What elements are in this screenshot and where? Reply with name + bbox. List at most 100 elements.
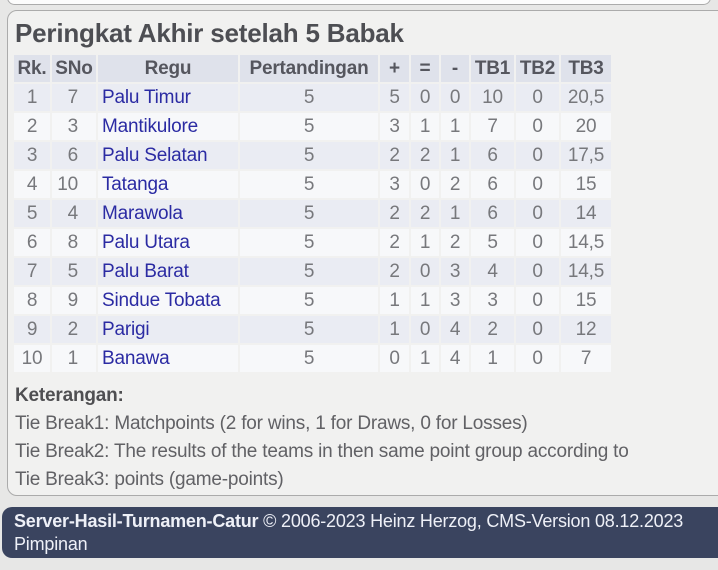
col-header-tb3: TB3 [561,55,611,82]
col-header-rank: Rk. [14,55,50,82]
table-row: 8 9 Sindue Tobata 5 1 1 3 3 0 15 [14,287,611,314]
table-body: 1 7 Palu Timur 5 5 0 0 10 0 20,5 2 3 Man… [14,84,611,372]
tb2-cell: 0 [516,287,559,314]
wins-cell: 1 [380,316,409,343]
col-header-tb2: TB2 [516,55,559,82]
tb2-cell: 0 [516,229,559,256]
rank-cell: 10 [14,345,50,372]
wins-cell: 3 [380,113,409,140]
footer-line1: Server-Hasil-Turnamen-Catur © 2006-2023 … [14,510,718,533]
col-header-startno: SNo [52,55,96,82]
wins-cell: 2 [380,258,409,285]
team-link[interactable]: Parigi [102,319,150,340]
startno-cell: 9 [52,287,96,314]
wins-cell: 0 [380,345,409,372]
startno-cell: 1 [52,345,96,372]
draws-cell: 0 [411,258,439,285]
startno-cell: 5 [52,258,96,285]
rank-cell: 3 [14,142,50,169]
tb2-cell: 0 [516,258,559,285]
table-row: 1 7 Palu Timur 5 5 0 0 10 0 20,5 [14,84,611,111]
table-row: 5 4 Marawola 5 2 2 1 6 0 14 [14,200,611,227]
losses-cell: 1 [441,113,469,140]
losses-cell: 3 [441,258,469,285]
page-title: Peringkat Akhir setelah 5 Babak [15,18,404,48]
team-link[interactable]: Palu Selatan [102,145,208,166]
tb2-cell: 0 [516,84,559,111]
tb1-cell: 6 [471,142,514,169]
draws-cell: 0 [411,171,439,198]
col-header-losses: - [441,55,469,82]
draws-cell: 2 [411,142,439,169]
losses-cell: 1 [441,142,469,169]
standings-table: Rk. SNo Regu Pertandingan + = - TB1 TB2 … [12,53,613,374]
startno-cell: 6 [52,142,96,169]
rank-cell: 2 [14,113,50,140]
games-cell: 5 [240,200,378,227]
team-link[interactable]: Palu Barat [102,261,189,282]
games-cell: 5 [240,316,378,343]
wins-cell: 1 [380,287,409,314]
team-cell: Sindue Tobata [98,287,238,314]
startno-cell: 2 [52,316,96,343]
rank-cell: 1 [14,84,50,111]
team-link[interactable]: Palu Utara [102,232,190,253]
header-row: Rk. SNo Regu Pertandingan + = - TB1 TB2 … [14,55,611,82]
startno-cell: 8 [52,229,96,256]
table-row: 9 2 Parigi 5 1 0 4 2 0 12 [14,316,611,343]
table-row: 7 5 Palu Barat 5 2 0 3 4 0 14,5 [14,258,611,285]
tb1-cell: 4 [471,258,514,285]
team-cell: Banawa [98,345,238,372]
startno-cell: 4 [52,200,96,227]
rank-cell: 5 [14,200,50,227]
team-cell: Palu Selatan [98,142,238,169]
team-cell: Tatanga [98,171,238,198]
losses-cell: 4 [441,345,469,372]
table-row: 10 1 Banawa 5 0 1 4 1 0 7 [14,345,611,372]
games-cell: 5 [240,171,378,198]
footer-bar: Server-Hasil-Turnamen-Catur © 2006-2023 … [2,507,718,558]
games-cell: 5 [240,142,378,169]
games-cell: 5 [240,258,378,285]
losses-cell: 0 [441,84,469,111]
col-header-wins: + [380,55,409,82]
footer-brand: Server-Hasil-Turnamen-Catur [14,511,259,531]
rank-cell: 9 [14,316,50,343]
tb1-cell: 6 [471,200,514,227]
tb1-cell: 6 [471,171,514,198]
draws-cell: 0 [411,84,439,111]
team-link[interactable]: Tatanga [102,174,169,195]
tb2-cell: 0 [516,200,559,227]
table-row: 3 6 Palu Selatan 5 2 2 1 6 0 17,5 [14,142,611,169]
table-row: 2 3 Mantikulore 5 3 1 1 7 0 20 [14,113,611,140]
tb3-cell: 17,5 [561,142,611,169]
team-link[interactable]: Mantikulore [102,116,199,137]
team-link[interactable]: Banawa [102,348,170,369]
legend: Keterangan: Tie Break1: Matchpoints (2 f… [15,382,718,494]
games-cell: 5 [240,229,378,256]
tb2-cell: 0 [516,316,559,343]
team-cell: Palu Barat [98,258,238,285]
tb1-cell: 10 [471,84,514,111]
startno-cell: 10 [52,171,96,198]
legend-line-tb3: Tie Break3: points (game-points) [15,469,284,490]
games-cell: 5 [240,287,378,314]
rank-cell: 7 [14,258,50,285]
col-header-tb1: TB1 [471,55,514,82]
legend-line-tb1: Tie Break1: Matchpoints (2 for wins, 1 f… [15,413,528,434]
tb1-cell: 2 [471,316,514,343]
draws-cell: 1 [411,345,439,372]
team-link[interactable]: Palu Timur [102,87,191,108]
col-header-draws: = [411,55,439,82]
team-link[interactable]: Sindue Tobata [102,290,221,311]
col-header-games: Pertandingan [240,55,378,82]
tb3-cell: 14 [561,200,611,227]
team-cell: Mantikulore [98,113,238,140]
team-link[interactable]: Marawola [102,203,183,224]
table-row: 6 8 Palu Utara 5 2 1 2 5 0 14,5 [14,229,611,256]
standings-panel: Peringkat Akhir setelah 5 Babak Rk. SNo … [7,10,718,496]
wins-cell: 2 [380,200,409,227]
legend-line-tb2: Tie Break2: The results of the teams in … [15,441,629,462]
table-header: Rk. SNo Regu Pertandingan + = - TB1 TB2 … [14,55,611,82]
